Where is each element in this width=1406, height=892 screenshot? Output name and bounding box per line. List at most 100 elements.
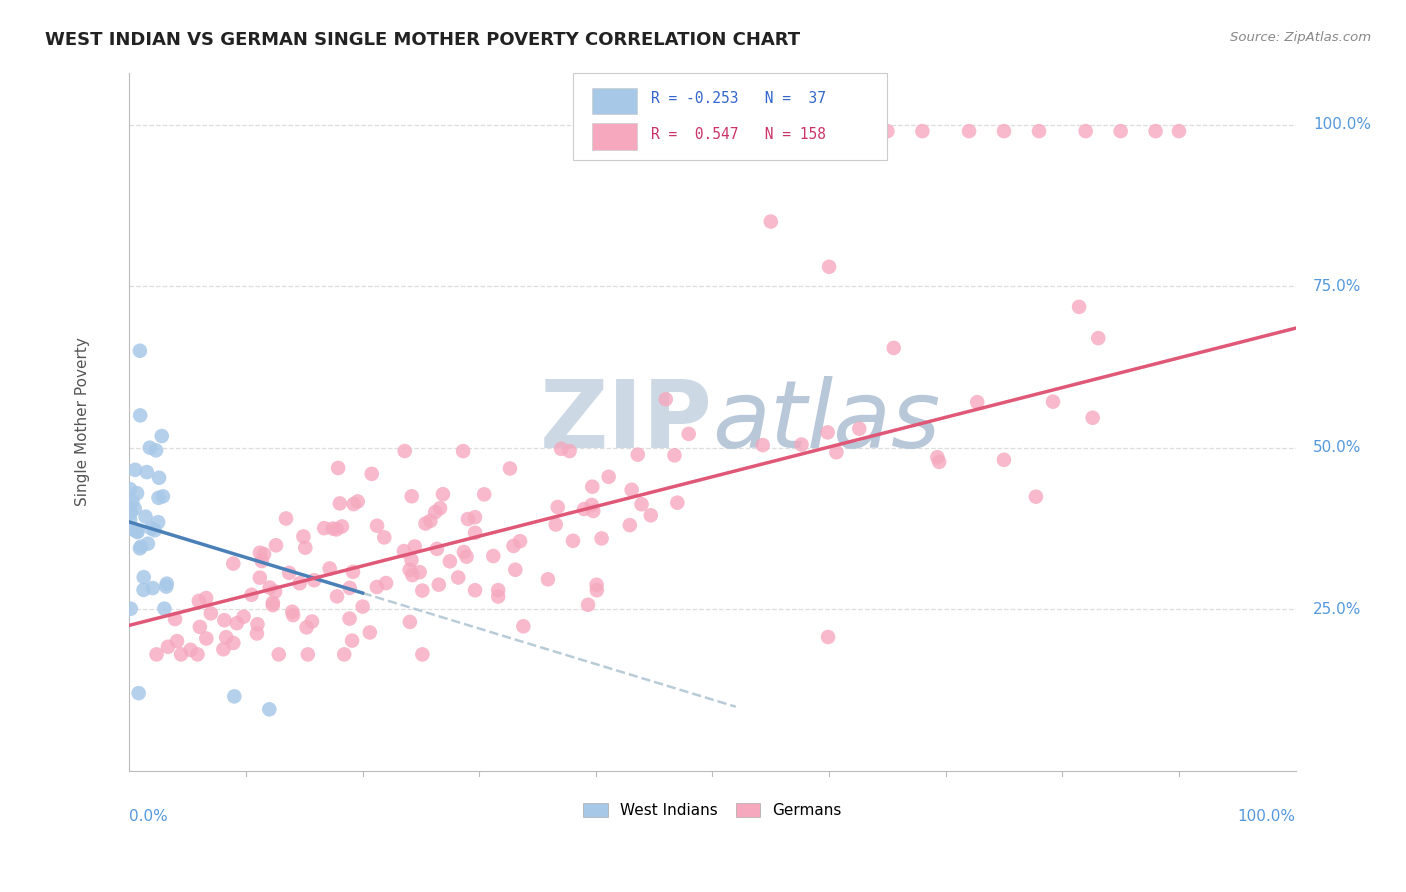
Point — [883, 341, 905, 355]
Point — [664, 448, 686, 462]
Point — [340, 633, 363, 648]
Point — [966, 395, 988, 409]
Point — [145, 443, 167, 458]
Point — [212, 642, 235, 657]
Point — [150, 429, 173, 443]
Point — [581, 480, 603, 494]
Point — [136, 536, 159, 550]
Point — [246, 626, 269, 640]
Point — [411, 583, 433, 598]
Legend: West Indians, Germans: West Indians, Germans — [576, 797, 848, 824]
Point — [294, 541, 316, 555]
Point — [318, 561, 340, 575]
Point — [1025, 490, 1047, 504]
Point — [848, 422, 870, 436]
Text: WEST INDIAN VS GERMAN SINGLE MOTHER POVERTY CORRELATION CHART: WEST INDIAN VS GERMAN SINGLE MOTHER POVE… — [45, 31, 800, 49]
Point — [457, 512, 479, 526]
Point — [125, 524, 148, 539]
Point — [425, 505, 447, 519]
Point — [505, 563, 527, 577]
Point — [249, 546, 271, 560]
Point — [129, 409, 152, 423]
Point — [141, 522, 163, 536]
Point — [1081, 410, 1104, 425]
Point — [666, 496, 689, 510]
Point — [509, 534, 531, 549]
Point — [297, 648, 319, 662]
Point — [429, 501, 451, 516]
Point — [724, 124, 747, 138]
Point — [224, 690, 246, 704]
Text: 0.0%: 0.0% — [129, 809, 169, 824]
Point — [129, 540, 152, 554]
Point — [146, 515, 169, 529]
Point — [170, 648, 193, 662]
Point — [302, 573, 325, 587]
Point — [246, 617, 269, 632]
Point — [166, 634, 188, 648]
Point — [408, 565, 430, 579]
Point — [186, 648, 208, 662]
Point — [225, 616, 247, 631]
Point — [591, 532, 613, 546]
Point — [127, 486, 149, 500]
Point — [145, 648, 167, 662]
Point — [486, 583, 509, 598]
Point — [135, 509, 157, 524]
Point — [267, 648, 290, 662]
Point — [281, 608, 304, 623]
Point — [360, 467, 382, 481]
Point — [576, 598, 599, 612]
Point — [640, 508, 662, 523]
Point — [259, 702, 281, 716]
Point — [314, 521, 336, 535]
Point — [330, 519, 353, 533]
Point — [427, 577, 450, 591]
Point — [222, 636, 245, 650]
Point — [366, 518, 388, 533]
Point — [876, 124, 898, 138]
Point — [398, 563, 420, 577]
Point — [581, 498, 603, 512]
Point — [451, 444, 474, 458]
Point — [1144, 124, 1167, 138]
Point — [585, 583, 607, 598]
Point — [1028, 124, 1050, 138]
Point — [352, 599, 374, 614]
Point — [274, 511, 297, 525]
Point — [537, 572, 560, 586]
Point — [328, 461, 350, 475]
Point — [550, 442, 572, 456]
Point — [250, 554, 273, 568]
Point — [572, 502, 595, 516]
Point — [128, 541, 150, 556]
Point — [678, 426, 700, 441]
Point — [153, 601, 176, 615]
Point — [394, 444, 416, 458]
Point — [359, 625, 381, 640]
Point — [702, 124, 724, 138]
Point — [259, 581, 281, 595]
Point — [399, 615, 422, 629]
Point — [262, 598, 284, 612]
Point — [464, 525, 486, 540]
Point — [120, 482, 142, 496]
Point — [152, 489, 174, 503]
Point — [188, 620, 211, 634]
Point — [148, 471, 170, 485]
Point — [759, 124, 782, 138]
Point — [993, 452, 1015, 467]
Point — [264, 584, 287, 599]
Point — [794, 124, 817, 138]
Point — [439, 554, 461, 568]
FancyBboxPatch shape — [592, 87, 637, 114]
Point — [342, 565, 364, 579]
Point — [249, 571, 271, 585]
Point — [751, 438, 773, 452]
Point — [215, 630, 238, 644]
Point — [512, 619, 534, 633]
Point — [1067, 300, 1090, 314]
Point — [993, 124, 1015, 138]
Point — [486, 590, 509, 604]
Point — [927, 450, 949, 465]
